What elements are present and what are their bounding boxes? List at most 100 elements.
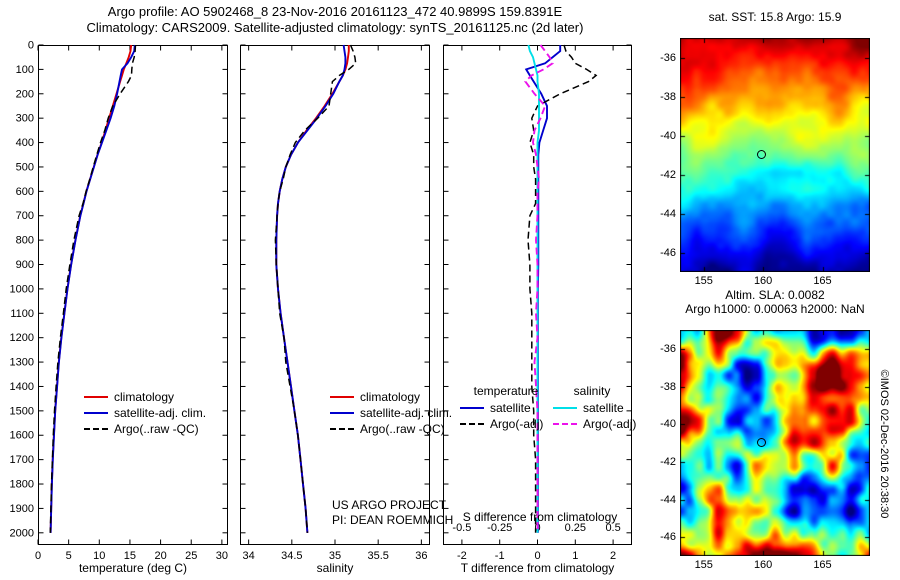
legend-label: Argo(-adj) xyxy=(490,417,544,431)
sst-map xyxy=(680,38,870,272)
x-tick-label: 2 xyxy=(610,550,616,562)
pi-name-text: PI: DEAN ROEMMICH xyxy=(332,513,454,527)
figure-title-line2: Climatology: CARS2009. Satellite-adjuste… xyxy=(86,20,584,35)
x-tick-label: 34.5 xyxy=(281,550,302,562)
legend-item-satellite-s: satellite xyxy=(553,400,636,416)
series-line-climatology xyxy=(49,44,133,533)
y-tick-label: 1600 xyxy=(10,430,34,442)
series-line-climatology xyxy=(275,45,350,533)
satellite-s-line-swatch xyxy=(553,407,577,409)
satellite-t-line-swatch xyxy=(460,407,484,409)
legend-item-argo-raw: Argo(..raw -QC) xyxy=(330,421,452,437)
map-y-tick-label: -44 xyxy=(660,207,676,220)
difference-profile-plot: -2 -1 0 1 2-0.5 -0.25 0 0.25 0.5 xyxy=(443,44,632,562)
legend-header-salinity: salinity xyxy=(573,384,611,398)
y-tick-label: 1500 xyxy=(10,405,34,417)
y-tick-label: 500 xyxy=(16,161,34,173)
temperature-profile-plot: 0 5 10 15 20 25 300100200300400500600700800900… xyxy=(10,40,228,562)
legend-item-argo-s: Argo(-adj) xyxy=(553,416,636,432)
argo-raw-line-swatch xyxy=(84,428,108,430)
y-tick-label: 700 xyxy=(16,210,34,222)
climatology-line-swatch xyxy=(84,396,108,398)
y-tick-label: 1900 xyxy=(10,503,34,515)
us-argo-project-text: US ARGO PROJECT xyxy=(332,498,447,512)
y-tick-label: 0 xyxy=(28,40,34,52)
y-tick-label: 1200 xyxy=(10,332,34,344)
series-line-argo--adj- xyxy=(527,44,598,533)
argo-position-marker xyxy=(756,438,766,448)
y-tick-label: 100 xyxy=(16,64,34,76)
series-line-satellite-adj--clim- xyxy=(275,44,347,533)
map-x-tick-label: 165 xyxy=(813,275,832,287)
legend-label: Argo(-adj) xyxy=(583,417,637,431)
s-axis-tick-label: -0.5 xyxy=(452,522,471,534)
series-line-satellite-adj--clim- xyxy=(49,44,136,533)
axis-frame xyxy=(38,45,228,545)
s-axis-tick-label: -0.25 xyxy=(487,522,512,534)
sla-map-title: Altim. SLA: 0.0082 xyxy=(725,288,825,302)
tdiff-legend: satellite Argo(-adj) xyxy=(460,400,543,432)
legend-item-argo-t: Argo(-adj) xyxy=(460,416,543,432)
map-y-tick-label: -46 xyxy=(660,531,676,544)
x-tick-label: 0 xyxy=(534,550,540,562)
map-y-tick-label: -42 xyxy=(660,455,676,468)
y-tick-label: 2000 xyxy=(10,527,34,539)
satellite-adj-line-swatch xyxy=(84,412,108,414)
map-y-tick-label: -46 xyxy=(660,246,676,259)
legend-item-climatology: climatology xyxy=(330,389,452,405)
temperature-axis-label: temperature (deg C) xyxy=(78,561,188,575)
map-x-tick-label: 160 xyxy=(753,559,773,571)
x-tick-label: -1 xyxy=(495,550,505,562)
s-axis-tick-label: 0.5 xyxy=(605,522,620,534)
legend-item-satellite-adj: satellite-adj. clim. xyxy=(330,405,452,421)
sst-field-canvas xyxy=(680,38,870,272)
y-tick-label: 1000 xyxy=(10,283,34,295)
series-line-argo--adj- xyxy=(524,44,554,533)
legend-label: satellite xyxy=(490,401,531,415)
legend-label: Argo(..raw -QC) xyxy=(114,422,199,436)
sla-map xyxy=(680,330,870,556)
y-tick-label: 1300 xyxy=(10,357,34,369)
y-tick-label: 900 xyxy=(16,259,34,271)
s-axis-tick-label: 0.25 xyxy=(565,522,586,534)
series-line-satellite xyxy=(527,44,540,533)
y-tick-label: 200 xyxy=(16,88,34,100)
legend-header-temperature: temperature xyxy=(473,384,539,398)
map-x-tick-label: 165 xyxy=(813,559,832,571)
x-tick-label: 1 xyxy=(572,550,578,562)
legend-label: satellite-adj. clim. xyxy=(360,406,453,420)
legend-label: satellite xyxy=(583,401,624,415)
sdiff-axis-label: S difference from climatology xyxy=(462,510,618,524)
y-tick-label: 800 xyxy=(16,235,34,247)
sla-field-canvas xyxy=(680,330,870,556)
y-tick-label: 300 xyxy=(16,113,34,125)
sla-map-subtitle: Argo h1000: 0.00063 h2000: NaN xyxy=(685,302,865,316)
x-tick-label: 34 xyxy=(243,550,255,562)
y-tick-label: 1400 xyxy=(10,381,34,393)
x-tick-label: 35.5 xyxy=(367,550,388,562)
x-tick-label: 10 xyxy=(93,550,105,562)
legend-label: climatology xyxy=(360,390,421,404)
salinity-axis-label: salinity xyxy=(316,561,354,575)
argo-s-line-swatch xyxy=(553,423,577,425)
tdiff-axis-label: T difference from climatology xyxy=(460,561,615,575)
series-line-argo---raw--qc- xyxy=(49,44,137,533)
map-y-tick-label: -40 xyxy=(660,418,676,431)
legend-item-climatology: climatology xyxy=(84,389,206,405)
salinity-profile-plot: 34 34.5 35 35.5 36 xyxy=(240,44,430,562)
legend-item-argo-raw: Argo(..raw -QC) xyxy=(84,421,206,437)
x-tick-label: 20 xyxy=(154,550,166,562)
y-tick-label: 1700 xyxy=(10,454,34,466)
argo-t-line-swatch xyxy=(460,423,484,425)
x-tick-label: 5 xyxy=(66,550,72,562)
argo-raw-line-swatch xyxy=(330,428,354,430)
map-y-tick-label: -38 xyxy=(660,90,676,103)
sdiff-legend: satellite Argo(-adj) xyxy=(553,400,636,432)
y-tick-label: 1100 xyxy=(10,308,34,320)
legend-item-satellite-t: satellite xyxy=(460,400,543,416)
x-tick-label: 30 xyxy=(216,550,228,562)
legend-label: climatology xyxy=(114,390,175,404)
temperature-legend: climatology satellite-adj. clim. Argo(..… xyxy=(84,389,206,437)
map-y-tick-label: -38 xyxy=(660,380,676,393)
